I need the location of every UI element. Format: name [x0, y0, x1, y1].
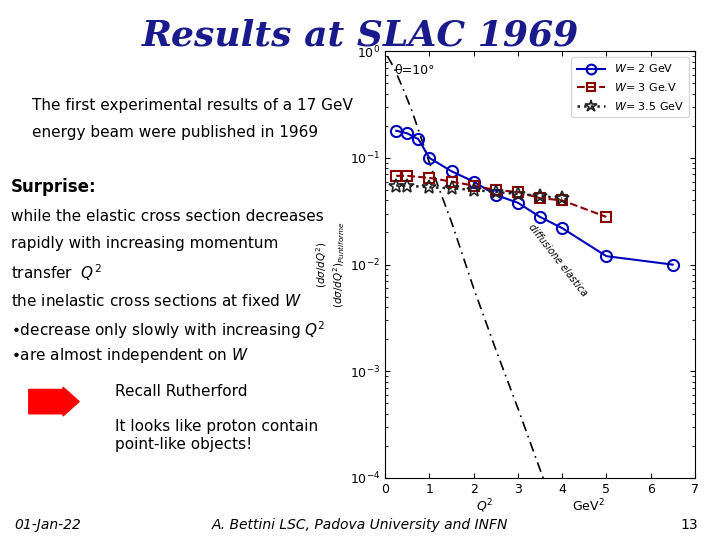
- Text: diffusione elastica: diffusione elastica: [527, 222, 590, 299]
- Text: Recall Rutherford: Recall Rutherford: [115, 384, 248, 399]
- X-axis label: $Q^2$                    GeV$^2$: $Q^2$ GeV$^2$: [476, 497, 604, 515]
- Text: The first experimental results of a 17 GeV: The first experimental results of a 17 G…: [32, 98, 354, 113]
- Text: transfer  $Q^2$: transfer $Q^2$: [11, 262, 102, 283]
- Text: 01-Jan-22: 01-Jan-22: [14, 518, 81, 532]
- Text: while the elastic cross section decreases: while the elastic cross section decrease…: [11, 209, 323, 224]
- Text: Surprise:: Surprise:: [11, 178, 96, 196]
- Text: the inelastic cross sections at fixed $W$: the inelastic cross sections at fixed $W…: [11, 293, 302, 309]
- Text: •decrease only slowly with increasing $Q^2$: •decrease only slowly with increasing $Q…: [11, 320, 325, 341]
- Legend: $W$= 2 GeV, $W$= 3 Ge.V, $W$= 3.5 GeV: $W$= 2 GeV, $W$= 3 Ge.V, $W$= 3.5 GeV: [572, 57, 689, 117]
- Text: θ=10°: θ=10°: [395, 64, 435, 77]
- Text: It looks like proton contain
point-like objects!: It looks like proton contain point-like …: [115, 419, 318, 451]
- Text: •are almost independent on $W$: •are almost independent on $W$: [11, 346, 249, 365]
- Text: 13: 13: [681, 518, 698, 532]
- Text: energy beam were published in 1969: energy beam were published in 1969: [32, 125, 318, 140]
- Y-axis label: $(d\sigma/dQ^2)$
$(d\sigma/dQ^2)_{Puntiforme}$: $(d\sigma/dQ^2)$ $(d\sigma/dQ^2)_{Puntif…: [315, 221, 347, 308]
- FancyArrow shape: [29, 387, 79, 416]
- Text: Results at SLAC 1969: Results at SLAC 1969: [141, 19, 579, 53]
- Text: A. Bettini LSC, Padova University and INFN: A. Bettini LSC, Padova University and IN…: [212, 518, 508, 532]
- Text: rapidly with increasing momentum: rapidly with increasing momentum: [11, 235, 278, 251]
